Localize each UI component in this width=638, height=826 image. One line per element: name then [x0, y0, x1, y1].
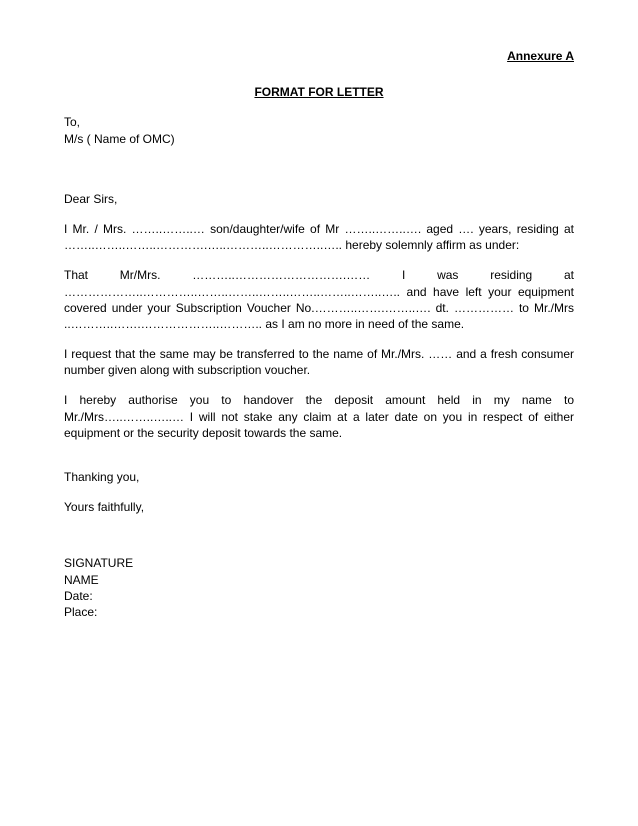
paragraph-4: I hereby authorise you to handover the d…: [64, 392, 574, 441]
to-line-1: To,: [64, 114, 574, 130]
thanking-line: Thanking you,: [64, 469, 574, 485]
name-label: NAME: [64, 572, 574, 588]
to-line-2: M/s ( Name of OMC): [64, 131, 574, 147]
document-title: FORMAT FOR LETTER: [64, 84, 574, 100]
paragraph-2: That Mr/Mrs. ………..……………………….…… I was res…: [64, 267, 574, 332]
signature-label: SIGNATURE: [64, 555, 574, 571]
signature-block: SIGNATURE NAME Date: Place:: [64, 555, 574, 620]
annexure-label: Annexure A: [64, 48, 574, 64]
faithfully-line: Yours faithfully,: [64, 499, 574, 515]
addressee-block: To, M/s ( Name of OMC): [64, 114, 574, 146]
paragraph-3: I request that the same may be transferr…: [64, 346, 574, 378]
date-label: Date:: [64, 588, 574, 604]
salutation: Dear Sirs,: [64, 191, 574, 207]
paragraph-1: I Mr. / Mrs. ……..……..… son/daughter/wife…: [64, 221, 574, 253]
place-label: Place:: [64, 604, 574, 620]
